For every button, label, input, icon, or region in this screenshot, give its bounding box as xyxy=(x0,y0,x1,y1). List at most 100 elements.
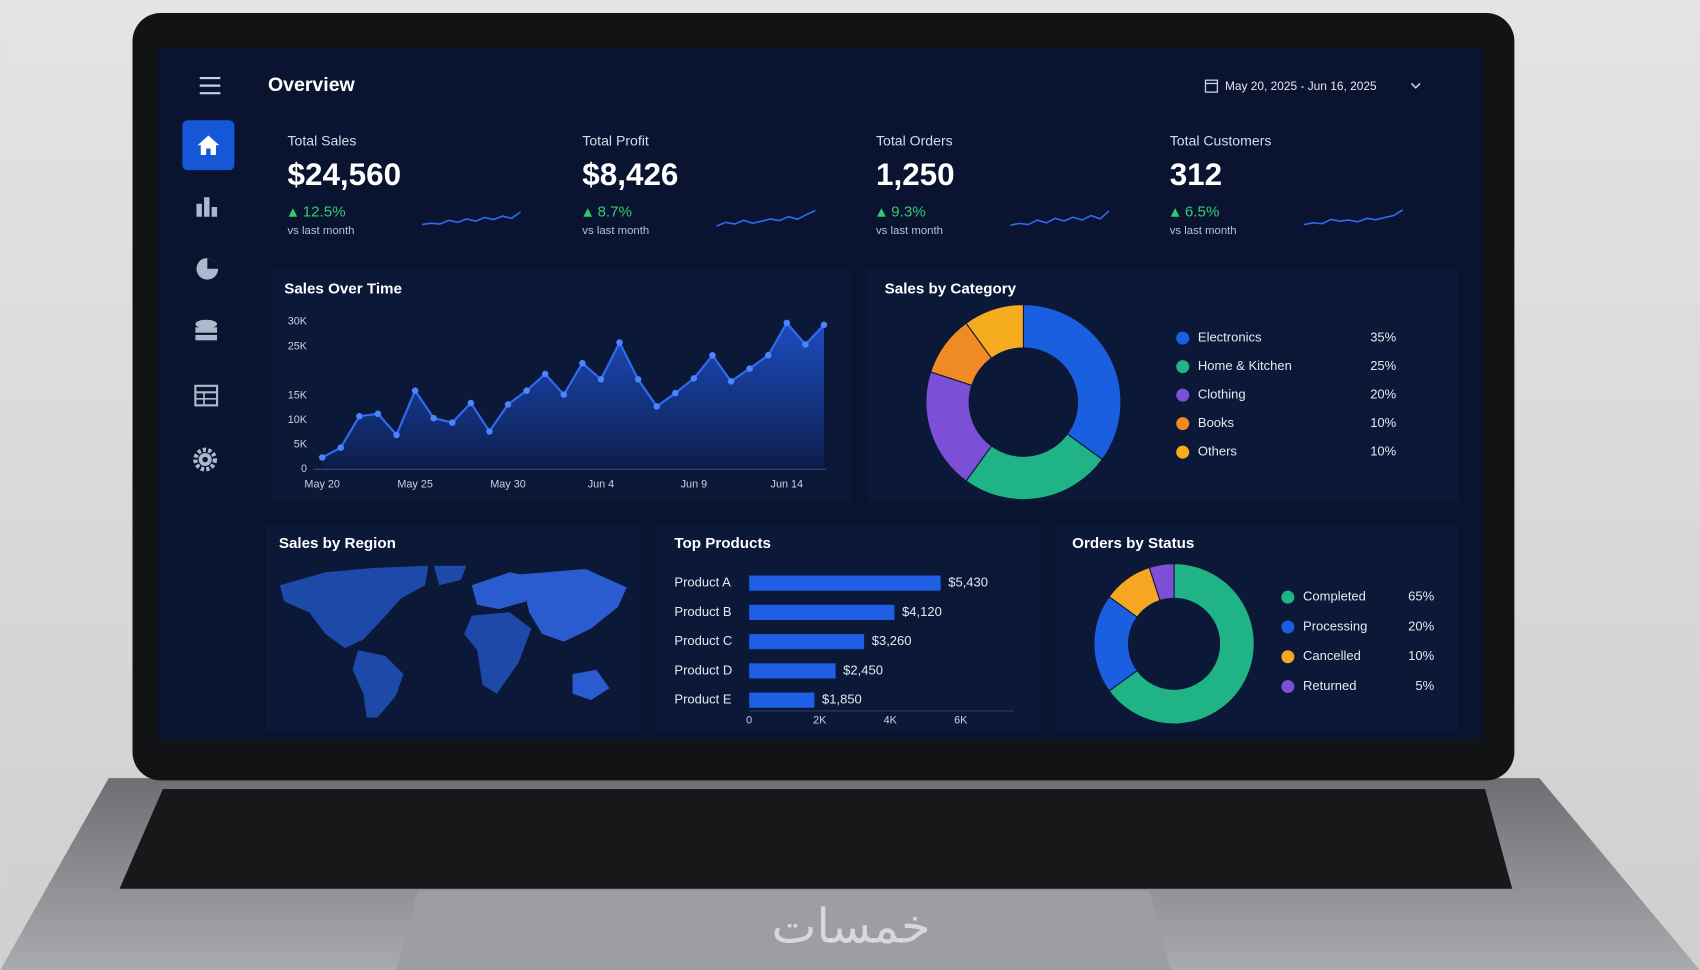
x-tick-label: 0 xyxy=(746,715,752,727)
point xyxy=(616,339,623,346)
bar xyxy=(749,634,865,650)
point xyxy=(318,454,326,461)
y-tick-label: 25K xyxy=(288,340,308,352)
sparkline xyxy=(716,209,816,227)
legend-label: Home & Kitchen xyxy=(1198,358,1292,373)
nav-charts[interactable] xyxy=(196,197,218,217)
y-tick-label: 15K xyxy=(288,389,308,401)
calendar-icon[interactable] xyxy=(1204,79,1219,93)
point xyxy=(430,414,437,422)
bar xyxy=(749,692,815,708)
x-tick-label: Jun 9 xyxy=(681,478,708,490)
nav-database[interactable] xyxy=(195,319,218,341)
menu-icon[interactable] xyxy=(199,76,221,95)
donut-slice xyxy=(1022,304,1122,461)
legend-value: 20% xyxy=(1408,618,1434,633)
kpi-change: 9.3% xyxy=(891,203,926,220)
point xyxy=(802,341,809,348)
legend-value: 65% xyxy=(1408,589,1434,604)
point xyxy=(634,376,642,383)
x-tick-label: Jun 4 xyxy=(588,478,615,490)
y-tick-label: 0 xyxy=(301,463,307,475)
legend-label: Clothing xyxy=(1198,387,1246,402)
kpi-label: Total Profit xyxy=(582,133,649,149)
point xyxy=(504,401,512,408)
sparkline xyxy=(1010,210,1110,226)
legend-swatch xyxy=(1176,388,1190,402)
kpi-value: 1,250 xyxy=(876,157,955,192)
legend-value: 25% xyxy=(1370,358,1396,373)
legend-value: 10% xyxy=(1370,415,1396,430)
legend-label: Cancelled xyxy=(1303,648,1361,663)
x-tick-label: May 20 xyxy=(304,478,340,490)
legend-swatch xyxy=(1281,680,1295,694)
legend-value: 20% xyxy=(1370,387,1396,402)
x-tick-label: May 25 xyxy=(397,478,433,490)
kpi-change: 8.7% xyxy=(597,203,632,220)
legend-label: Returned xyxy=(1303,678,1356,693)
donut-slice xyxy=(965,433,1104,501)
donut-slice xyxy=(965,304,1024,360)
kpi-change: 6.5% xyxy=(1185,203,1220,220)
up-arrow xyxy=(877,208,886,217)
bar xyxy=(749,663,836,679)
bar-label: Product E xyxy=(674,692,731,707)
up-arrow xyxy=(288,208,298,217)
point xyxy=(541,370,549,378)
point xyxy=(356,412,363,420)
legend-swatch xyxy=(1176,417,1190,431)
bar-label: Product C xyxy=(674,633,732,648)
legend-value: 5% xyxy=(1415,678,1434,693)
point xyxy=(579,359,586,367)
legend-label: Electronics xyxy=(1198,330,1262,345)
legend-value: 10% xyxy=(1408,648,1434,663)
panel-title: Sales by Category xyxy=(885,280,1017,297)
point xyxy=(411,387,419,394)
y-tick-label: 10K xyxy=(288,414,308,426)
kpi-label: Total Sales xyxy=(288,133,357,149)
kpi-note: vs last month xyxy=(288,225,355,237)
panel-title: Sales by Region xyxy=(279,535,396,552)
point xyxy=(709,352,716,359)
bar-label: Product D xyxy=(674,662,732,677)
bar xyxy=(749,604,895,620)
point xyxy=(764,352,772,359)
x-tick-label: Jun 14 xyxy=(771,478,804,490)
nav-settings[interactable] xyxy=(193,447,218,472)
y-tick-label: 5K xyxy=(294,439,308,451)
legend-swatch xyxy=(1176,331,1190,345)
sparkline xyxy=(421,211,522,226)
point xyxy=(746,365,753,372)
value-label: $4,120 xyxy=(902,604,942,619)
kpi-change: 12.5% xyxy=(303,203,346,220)
x-tick-label: 4K xyxy=(884,715,898,727)
page-title: Overview xyxy=(268,74,356,96)
point xyxy=(560,391,568,398)
area-fill xyxy=(322,322,824,470)
legend-label: Processing xyxy=(1303,618,1367,633)
kpi-value: $24,560 xyxy=(288,157,402,192)
x-tick-label: 2K xyxy=(813,715,827,727)
kpi-value: $8,426 xyxy=(582,157,678,192)
trackpad xyxy=(395,890,1171,970)
legend-swatch xyxy=(1176,360,1190,374)
donut-slice xyxy=(1108,563,1255,725)
up-arrow xyxy=(1170,208,1180,217)
point xyxy=(783,319,791,327)
point xyxy=(337,444,345,451)
world-map xyxy=(279,565,627,718)
date-dropdown[interactable] xyxy=(1410,82,1421,89)
point xyxy=(820,321,828,329)
point xyxy=(393,431,400,439)
nav-pie[interactable] xyxy=(196,257,219,280)
line xyxy=(321,321,825,459)
legend-swatch xyxy=(1281,620,1295,634)
nav-table[interactable] xyxy=(194,384,219,407)
kpi-note: vs last month xyxy=(582,225,649,237)
legend-label: Completed xyxy=(1303,589,1366,604)
panel-title: Orders by Status xyxy=(1072,535,1194,552)
legend-value: 10% xyxy=(1370,444,1396,459)
date-range[interactable]: May 20, 2025 - Jun 16, 2025 xyxy=(1225,79,1377,93)
point xyxy=(486,428,493,435)
